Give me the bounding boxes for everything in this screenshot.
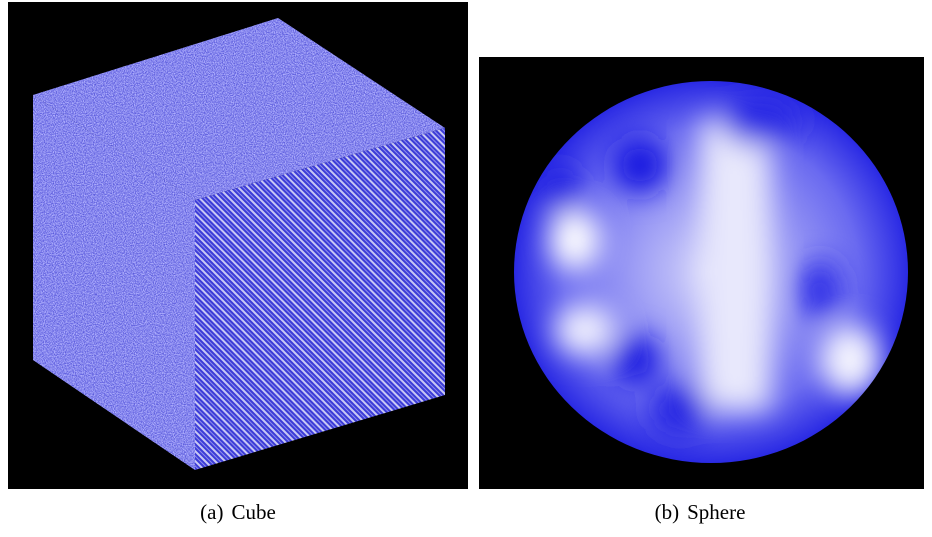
- page: (a)Cube (b)Sphere (() => { const data = …: [0, 0, 932, 537]
- figure: (a) Cube (b) Sphere: [0, 0, 932, 537]
- caption-b: (b) Sphere: [655, 500, 746, 524]
- panel-caption: Sphere: [687, 500, 745, 524]
- cube-image: [8, 2, 468, 489]
- sphere-image: [479, 57, 924, 489]
- caption-a: (a) Cube: [200, 500, 276, 524]
- panel-caption: Cube: [231, 500, 275, 524]
- panel-label: (a): [200, 500, 223, 524]
- panel-label: (b): [655, 500, 680, 524]
